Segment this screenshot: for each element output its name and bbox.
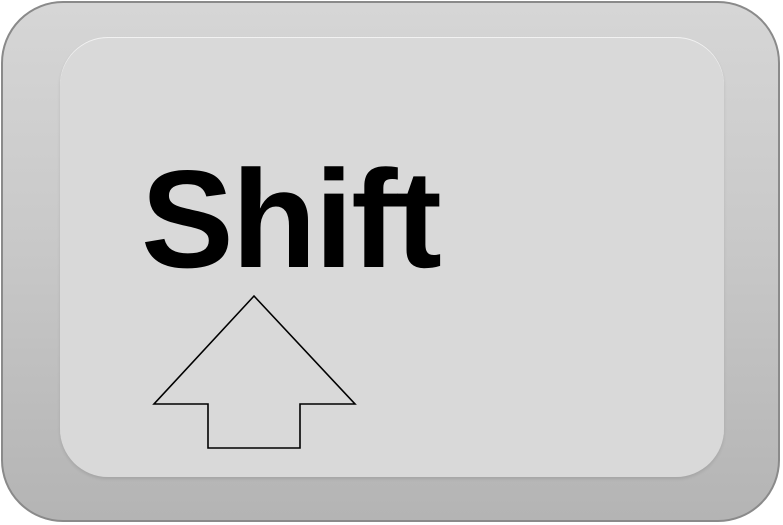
- shift-arrow-up-icon: [152, 294, 357, 449]
- key-label: Shift: [141, 142, 442, 297]
